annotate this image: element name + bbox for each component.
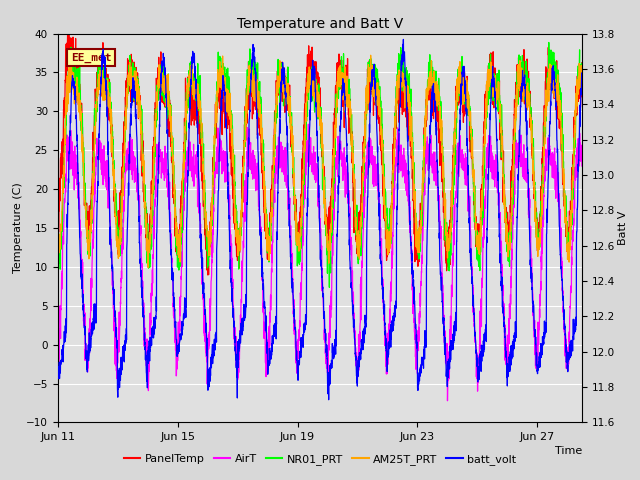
Legend: PanelTemp, AirT, NR01_PRT, AM25T_PRT, batt_volt: PanelTemp, AirT, NR01_PRT, AM25T_PRT, ba… [119,450,521,469]
Text: Time: Time [555,446,582,456]
Y-axis label: Batt V: Batt V [618,211,628,245]
Y-axis label: Temperature (C): Temperature (C) [13,182,23,274]
Text: EE_met: EE_met [70,53,111,63]
Title: Temperature and Batt V: Temperature and Batt V [237,17,403,31]
